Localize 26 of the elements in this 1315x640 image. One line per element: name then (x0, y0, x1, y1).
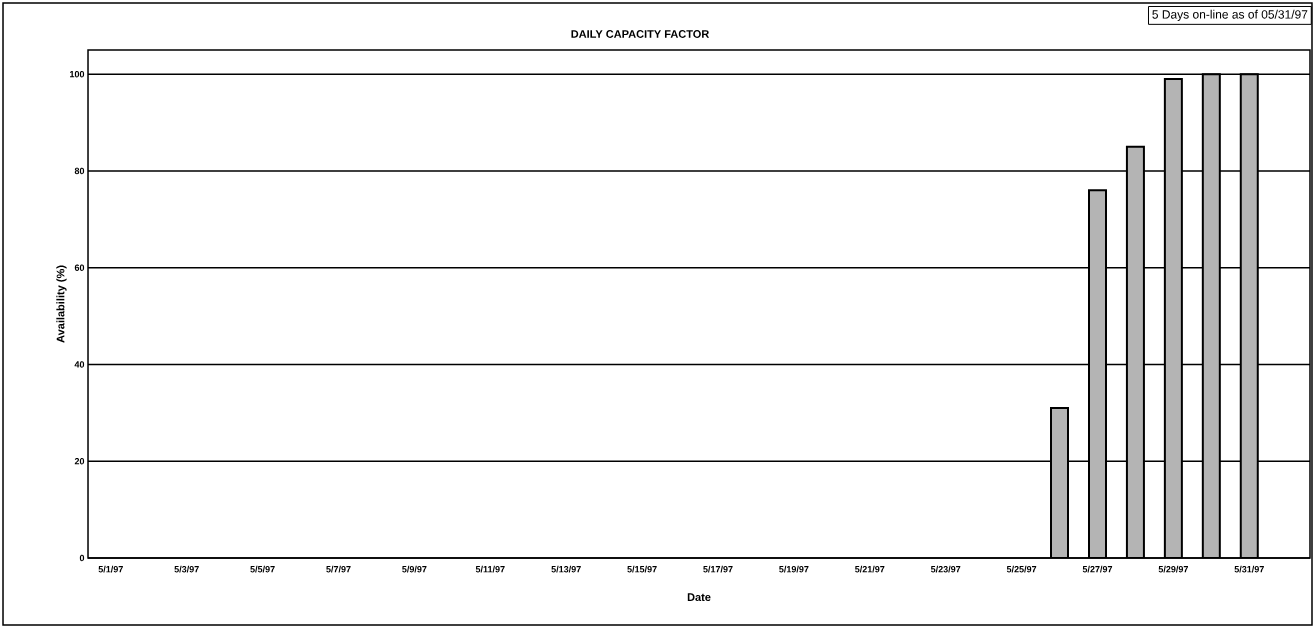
y-tick-label: 20 (74, 458, 85, 465)
y-tick-label: 100 (70, 70, 85, 78)
y-tick-label: 80 (74, 167, 85, 175)
x-tick-label: 5/5/97 (250, 565, 275, 573)
x-axis-title: Date (687, 593, 711, 602)
x-tick-label: 5/19/97 (779, 565, 809, 573)
x-tick-label: 5/1/97 (98, 565, 123, 573)
y-tick-label: 40 (74, 361, 85, 368)
x-tick-label: 5/23/97 (930, 565, 961, 573)
x-tick-label: 5/31/97 (1234, 565, 1264, 573)
x-tick-label: 5/29/97 (1158, 565, 1188, 573)
x-tick-label: 5/21/97 (855, 565, 885, 573)
y-axis-title: Availability (%) (56, 265, 67, 343)
x-tick-label: 5/15/97 (627, 565, 657, 573)
x-tick-label: 5/13/97 (551, 565, 581, 573)
x-tick-label: 5/25/97 (1006, 565, 1037, 573)
x-tick-label: 5/17/97 (703, 565, 733, 573)
y-tick-label: 0 (79, 554, 85, 562)
x-tick-label: 5/11/97 (475, 565, 505, 573)
y-tick-label: 60 (74, 264, 85, 271)
x-tick-label: 5/3/97 (174, 565, 199, 573)
x-tick-label: 5/7/97 (326, 565, 351, 573)
chart-title: DAILY CAPACITY FACTOR (571, 30, 710, 38)
text: 5 Days on-line as of 05/31/97 (1152, 9, 1308, 22)
x-tick-label: 5/9/97 (402, 565, 427, 573)
x-tick-label: 5/27/97 (1082, 565, 1113, 573)
